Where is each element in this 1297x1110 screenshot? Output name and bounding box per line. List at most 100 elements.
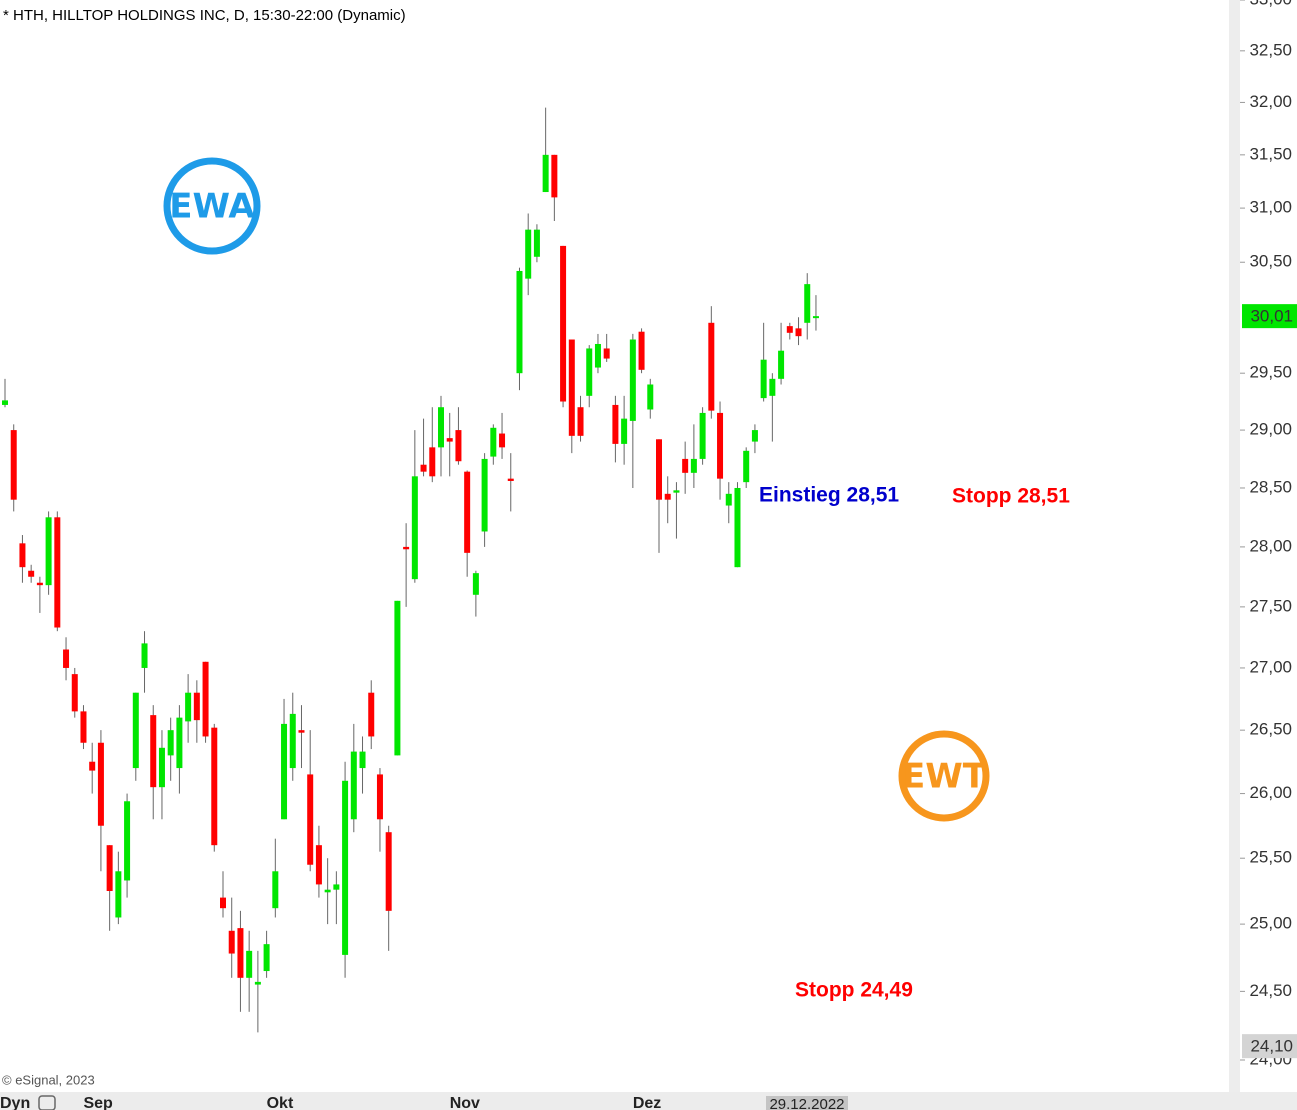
y-tick-label: 28,50 xyxy=(1249,477,1292,496)
cursor-date-box xyxy=(766,1096,848,1110)
y-tick-label: 31,50 xyxy=(1249,144,1292,163)
candle-body xyxy=(403,546,410,550)
candle-body xyxy=(106,845,113,892)
candle-body xyxy=(376,774,383,820)
candle-body xyxy=(778,350,785,379)
candle-body xyxy=(289,713,296,769)
candle-body xyxy=(612,404,619,444)
candle-body xyxy=(368,692,375,737)
candle-body xyxy=(621,418,628,444)
candle-body xyxy=(507,478,514,481)
candle-body xyxy=(481,458,488,532)
candle-body xyxy=(45,517,52,586)
candle-body xyxy=(743,450,750,483)
y-tick-label: 32,00 xyxy=(1249,92,1292,111)
candle-body xyxy=(228,930,235,954)
candle-body xyxy=(54,517,61,628)
candle-body xyxy=(664,493,671,500)
candle-body xyxy=(769,378,776,396)
x-axis-mode[interactable]: Dyn xyxy=(0,1095,30,1110)
candle-body xyxy=(516,270,523,374)
candle-body xyxy=(420,464,427,472)
candle-body xyxy=(150,715,157,788)
candle-body xyxy=(342,780,349,955)
price-label: 24,10 xyxy=(1250,1037,1293,1056)
candle-body xyxy=(359,751,366,769)
logo-ring xyxy=(163,157,261,255)
candle-body xyxy=(220,897,226,909)
candle-body xyxy=(438,407,444,448)
candle-body xyxy=(36,582,43,586)
candle-body xyxy=(167,730,174,756)
candle-body xyxy=(533,229,540,257)
candle-body xyxy=(429,447,436,477)
candle-body xyxy=(673,490,680,493)
candle-body xyxy=(464,471,471,553)
candle-body xyxy=(89,761,96,771)
candle-body xyxy=(586,348,593,396)
annotation: Stopp 28,51 xyxy=(952,485,1070,508)
candle-body xyxy=(411,476,418,580)
y-tick-label: 28,00 xyxy=(1249,536,1292,555)
annotation: Stopp 24,49 xyxy=(795,979,913,1002)
candle-body xyxy=(734,487,741,568)
chart-title: * HTH, HILLTOP HOLDINGS INC, D, 15:30-22… xyxy=(3,7,406,24)
y-tick-label: 29,50 xyxy=(1249,363,1292,382)
candle-body xyxy=(63,649,70,668)
logo-text: EWA xyxy=(169,187,255,227)
candle-body xyxy=(577,407,584,436)
candle-body xyxy=(804,284,811,323)
candle-body xyxy=(647,384,654,410)
y-tick-label: 27,50 xyxy=(1249,596,1292,615)
y-tick-label: 33,00 xyxy=(1249,0,1292,8)
candle-body xyxy=(333,884,340,890)
candle-body xyxy=(254,981,261,985)
candle-body xyxy=(455,430,462,462)
candle-body xyxy=(603,348,610,359)
candle-body xyxy=(19,543,26,568)
candle-body xyxy=(298,730,305,733)
candle-body xyxy=(786,326,793,333)
lock-icon[interactable] xyxy=(38,1095,56,1110)
candle-body xyxy=(132,692,139,769)
y-tick-label: 29,00 xyxy=(1249,420,1292,439)
y-tick-label: 24,50 xyxy=(1249,981,1292,1000)
logo-ring xyxy=(898,730,990,822)
candle-body xyxy=(185,692,192,722)
candle-body xyxy=(211,727,218,846)
candle-body xyxy=(124,801,131,881)
candle-body xyxy=(394,600,401,756)
candle-body xyxy=(560,245,567,402)
candle-body xyxy=(315,845,322,885)
candle-body xyxy=(682,458,689,473)
candle-body xyxy=(158,747,165,788)
candle-body xyxy=(141,643,148,668)
candle-body xyxy=(202,661,209,737)
y-tick-label: 26,00 xyxy=(1249,783,1292,802)
candle-body xyxy=(551,154,558,198)
candle-body xyxy=(751,430,758,442)
annotation: Einstieg 28,51 xyxy=(759,484,899,507)
candle-body xyxy=(324,889,331,893)
y-tick-label: 30,50 xyxy=(1249,252,1292,271)
candle-body xyxy=(28,570,35,577)
candle-body xyxy=(708,322,715,411)
copyright: © eSignal, 2023 xyxy=(2,1072,95,1087)
x-tick-label: Nov xyxy=(450,1095,480,1110)
candle-body xyxy=(760,359,767,399)
candle-body xyxy=(307,774,314,865)
price-label: 30,01 xyxy=(1250,307,1293,326)
candle-body xyxy=(795,328,802,337)
candle-body xyxy=(699,412,706,459)
price-label-box xyxy=(1242,1034,1297,1059)
candle-body xyxy=(237,928,244,978)
candle-body xyxy=(629,339,636,421)
y-tick-label: 27,00 xyxy=(1249,657,1292,676)
candle-body xyxy=(193,692,200,721)
candle-body xyxy=(499,433,506,448)
candle-body xyxy=(272,871,279,909)
y-tick-label: 31,00 xyxy=(1249,198,1292,217)
candle-body xyxy=(176,717,183,769)
candle-body xyxy=(490,427,497,457)
y-tick-label: 25,50 xyxy=(1249,848,1292,867)
